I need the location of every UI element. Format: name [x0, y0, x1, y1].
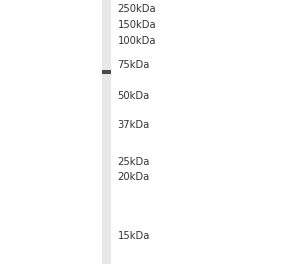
- Text: 75kDa: 75kDa: [117, 60, 150, 70]
- Text: 50kDa: 50kDa: [117, 91, 150, 101]
- Text: 15kDa: 15kDa: [117, 231, 150, 241]
- Text: 20kDa: 20kDa: [117, 172, 150, 182]
- Text: 250kDa: 250kDa: [117, 4, 156, 14]
- Text: 25kDa: 25kDa: [117, 157, 150, 167]
- Text: 150kDa: 150kDa: [117, 20, 156, 30]
- Bar: [102, 0, 111, 264]
- Text: 100kDa: 100kDa: [117, 36, 156, 46]
- Bar: [102, 70, 111, 74]
- Text: 37kDa: 37kDa: [117, 120, 150, 130]
